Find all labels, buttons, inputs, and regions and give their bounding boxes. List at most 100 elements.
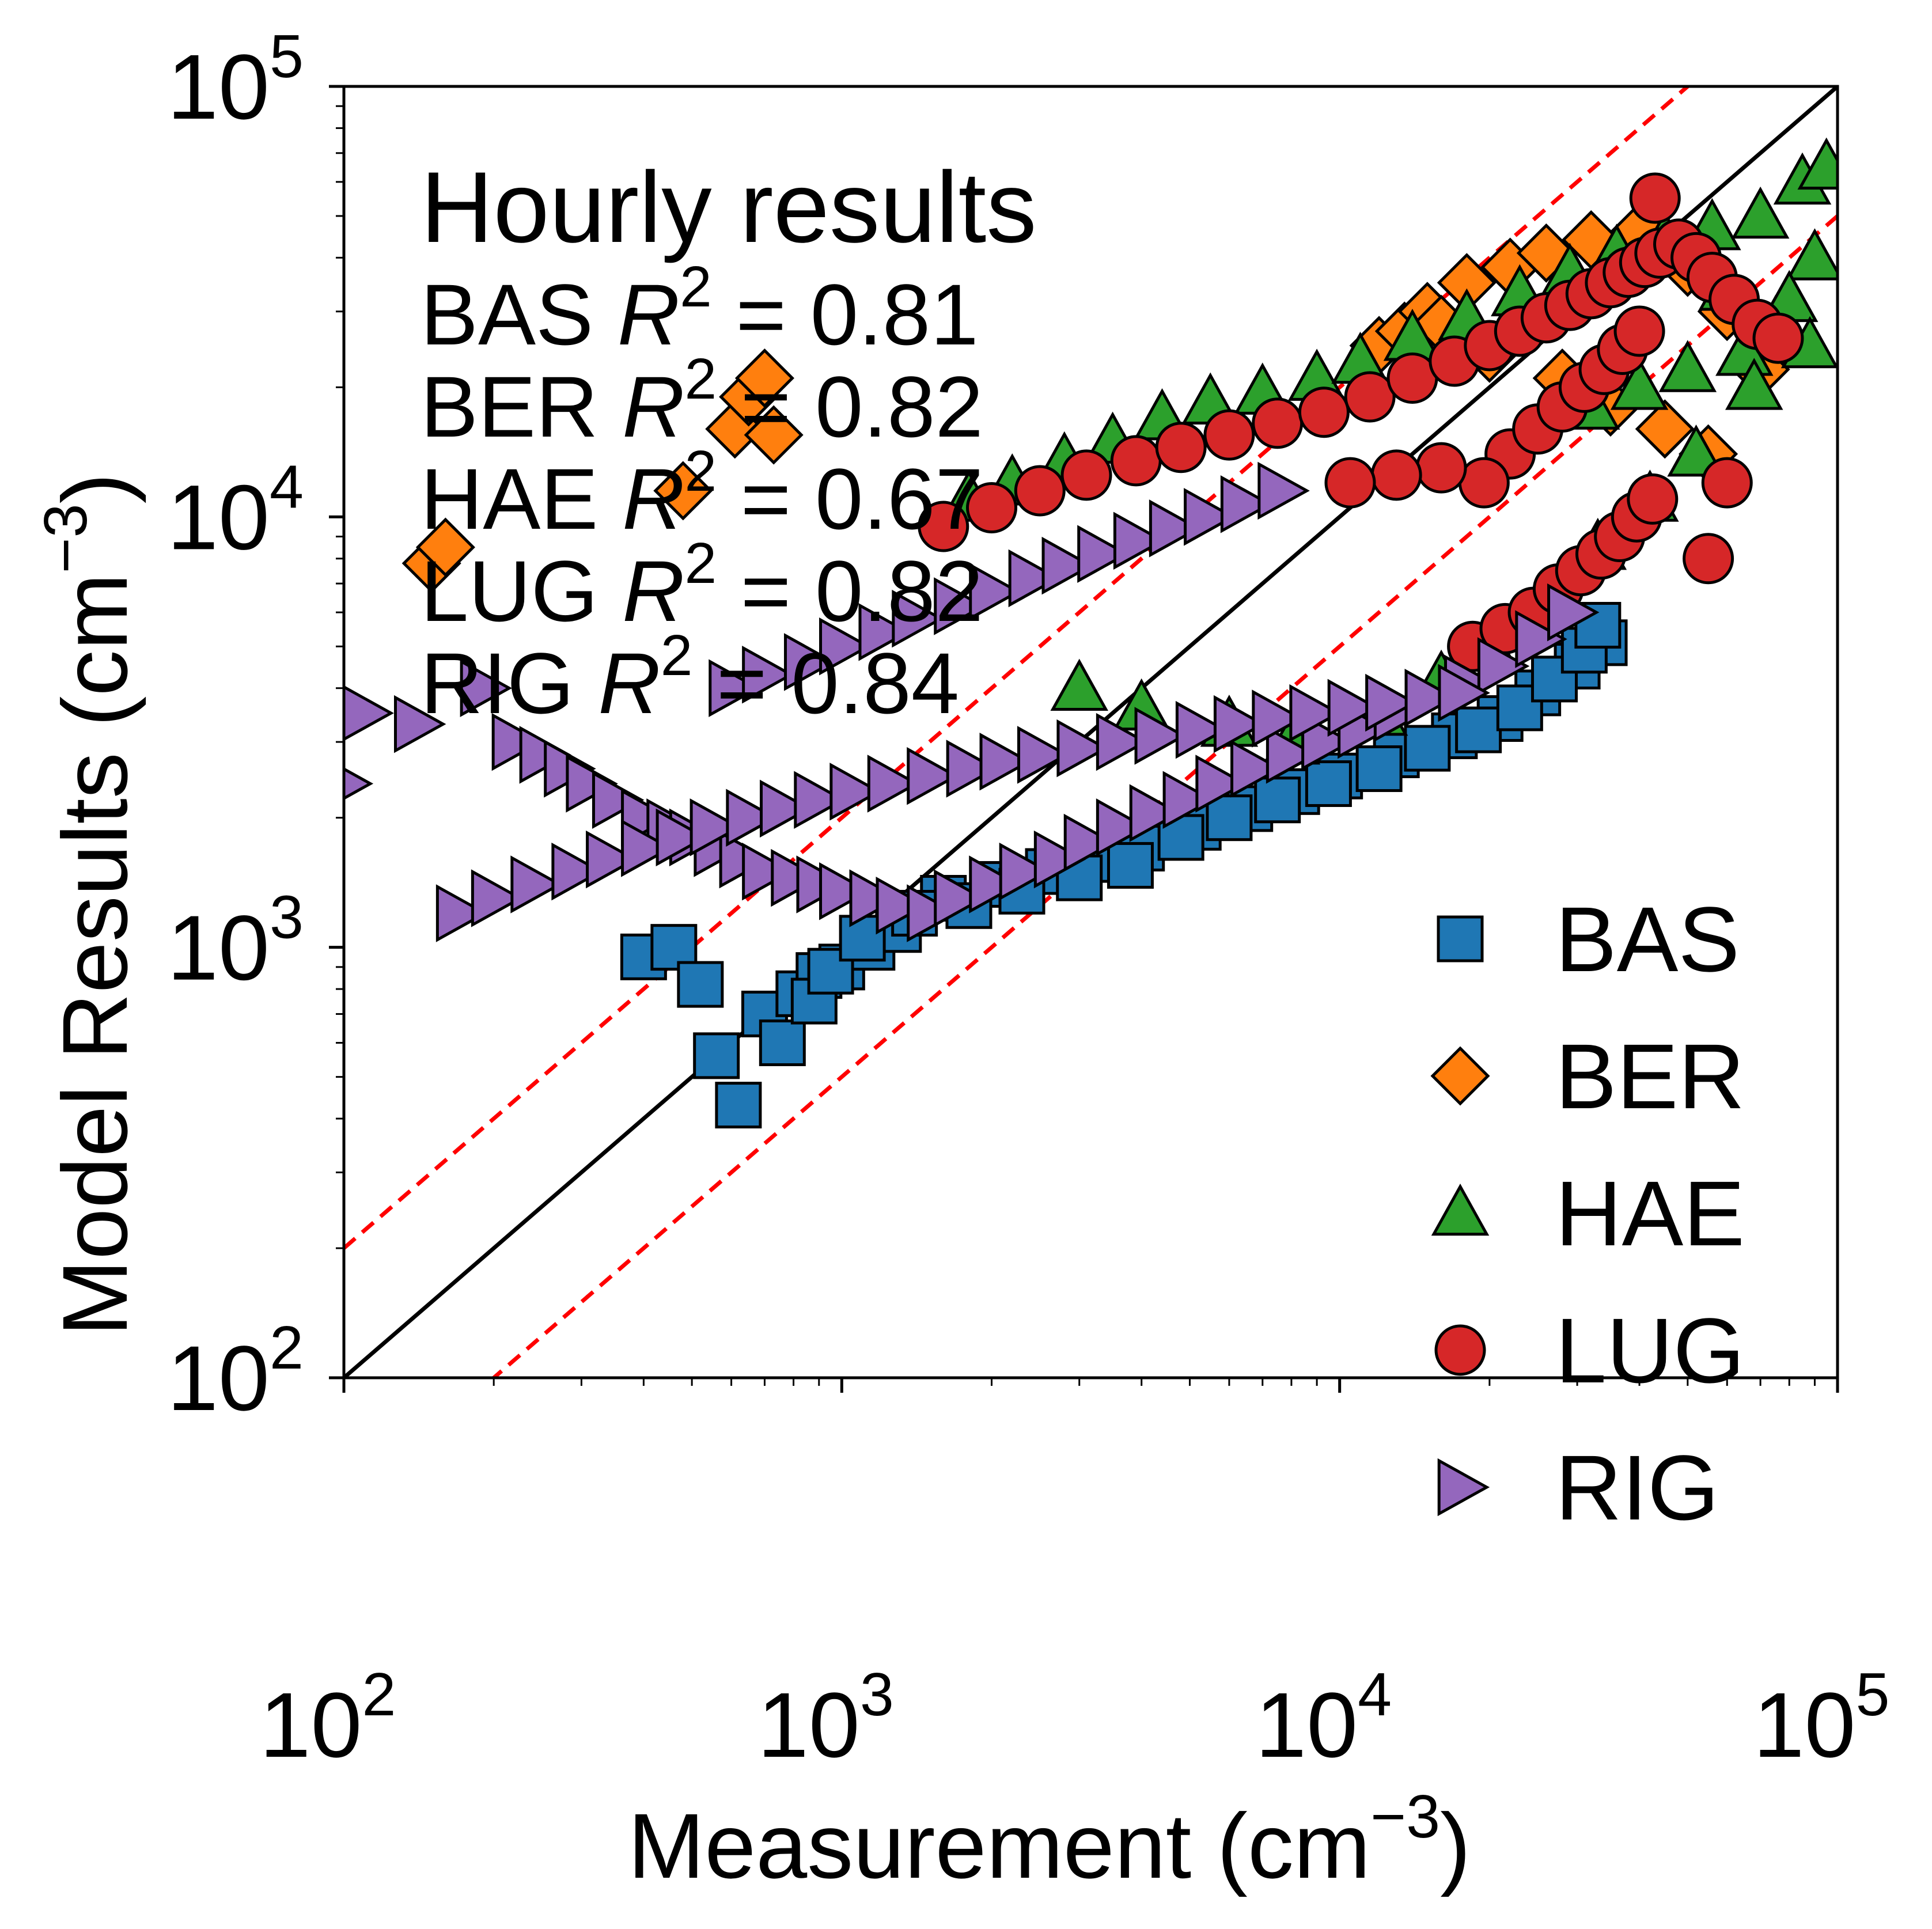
point-rig-71 (819, 617, 872, 676)
legend-label-lug: LUG (1555, 1299, 1745, 1402)
point-rig-20 (907, 884, 959, 942)
legend: BAS BER HAE LUG RIG (1430, 888, 1745, 1539)
point-lug-9 (1344, 371, 1396, 423)
point-rig-38 (1515, 610, 1567, 668)
plot-frame (342, 85, 1839, 1380)
legend-item-bas: BAS (1437, 888, 1740, 991)
point-bas-34 (1107, 842, 1154, 889)
point-rig-31 (1266, 726, 1319, 784)
point-rig-68 (709, 659, 761, 717)
point-rig-4 (491, 713, 544, 771)
legend-item-hae: HAE (1431, 1162, 1745, 1265)
y-tick-label: 105 (167, 22, 304, 138)
point-rig-65 (1365, 673, 1418, 732)
r2-stat-lug: LUG R2 = 0.82 (421, 531, 983, 639)
point-rig-73 (892, 589, 944, 648)
point-lug-1 (966, 482, 1018, 533)
legend-label-ber: BER (1555, 1025, 1745, 1128)
point-rig-60 (1175, 700, 1228, 759)
point-lug-35 (1627, 473, 1679, 525)
series-rig (344, 461, 1600, 942)
legend-marker-bas (1437, 915, 1484, 962)
point-rig-1 (344, 685, 394, 741)
point-rig-43 (551, 842, 604, 901)
point-lug-44 (1415, 442, 1467, 494)
legend-label-bas: BAS (1555, 888, 1740, 991)
point-rig-46 (656, 808, 709, 867)
point-hae-38 (1725, 358, 1783, 410)
point-lug-49 (1701, 457, 1753, 509)
legend-marker-ber (1430, 1046, 1490, 1106)
point-ber-2 (653, 461, 713, 521)
point-rig-72 (858, 603, 911, 661)
point-rig-74 (934, 577, 986, 635)
legend-marker-hae (1431, 1183, 1490, 1236)
point-rig-42 (510, 855, 563, 914)
point-rig-66 (1404, 669, 1457, 727)
point-hae-24 (1658, 340, 1717, 392)
point-lug-43 (1458, 457, 1510, 509)
r2-stat-bas: BAS R2 = 0.81 (421, 255, 979, 363)
x-tick-label: 103 (757, 1661, 894, 1776)
point-rig-24 (1033, 830, 1086, 889)
point-rig-58 (1096, 713, 1149, 771)
point-bas-0 (715, 1082, 762, 1129)
point-rig-79 (1113, 511, 1166, 570)
point-lug-5 (1155, 422, 1207, 473)
point-rig-61 (1213, 695, 1266, 753)
r2-stat-hae: HAE R2 = 0.67 (421, 439, 983, 547)
point-rig-2 (394, 695, 446, 753)
point-rig-45 (621, 819, 673, 877)
point-lug-3 (1060, 449, 1112, 501)
point-lug-7 (1252, 397, 1304, 449)
point-bas-26 (759, 1019, 806, 1066)
point-bas-33 (1056, 854, 1103, 901)
point-hae-16 (1731, 186, 1790, 239)
point-rig-7 (566, 755, 618, 813)
point-bas-38 (1305, 760, 1352, 808)
x-axis-label-close: ) (1440, 1794, 1471, 1897)
point-ber-5 (734, 348, 794, 408)
point-rig-64 (1327, 679, 1380, 737)
point-lug-6 (1203, 409, 1255, 461)
point-lug-0 (918, 501, 969, 552)
y-axis-label-superscript: −3 (32, 503, 100, 573)
legend-label-hae: HAE (1555, 1162, 1745, 1265)
point-rig-54 (946, 740, 999, 798)
point-rig-26 (1096, 798, 1149, 857)
point-rig-53 (907, 747, 959, 805)
point-bas-25 (677, 961, 724, 1008)
point-rig-59 (1134, 707, 1187, 765)
point-rig-48 (726, 789, 778, 847)
point-lug-46 (1324, 457, 1376, 509)
point-rig-40 (435, 884, 488, 942)
point-rig-55 (979, 733, 1032, 791)
point-rig-17 (819, 862, 872, 920)
point-lug-47 (1629, 172, 1681, 224)
point-lug-45 (1370, 449, 1422, 501)
point-lug-48 (1683, 533, 1734, 585)
point-lug-26 (1752, 312, 1804, 364)
point-lug-42 (1613, 305, 1665, 357)
point-rig-22 (969, 855, 1021, 914)
point-rig-28 (1162, 771, 1215, 829)
point-rig-80 (1149, 499, 1202, 558)
y-tick-label: 102 (167, 1314, 304, 1430)
y-tick-label: 103 (167, 884, 304, 999)
x-tick-label: 102 (260, 1661, 396, 1776)
point-rig-32 (1301, 713, 1354, 771)
point-rig-83 (1257, 461, 1310, 520)
point-rig-21 (934, 869, 986, 927)
point-rig-47 (690, 798, 743, 857)
point-rig-56 (1017, 726, 1070, 784)
point-hae-25 (1610, 358, 1669, 410)
point-hae-27 (1050, 658, 1108, 711)
reference-line-2x (344, 86, 1691, 1250)
point-bas-37 (1254, 776, 1301, 824)
point-rig-15 (771, 848, 823, 907)
legend-item-rig: RIG (1437, 1436, 1719, 1539)
x-axis-label: Measurement (cm−3) (628, 1783, 1471, 1897)
tick-labels: 102 103 104 105 102 103 104 105 (167, 22, 1889, 1776)
